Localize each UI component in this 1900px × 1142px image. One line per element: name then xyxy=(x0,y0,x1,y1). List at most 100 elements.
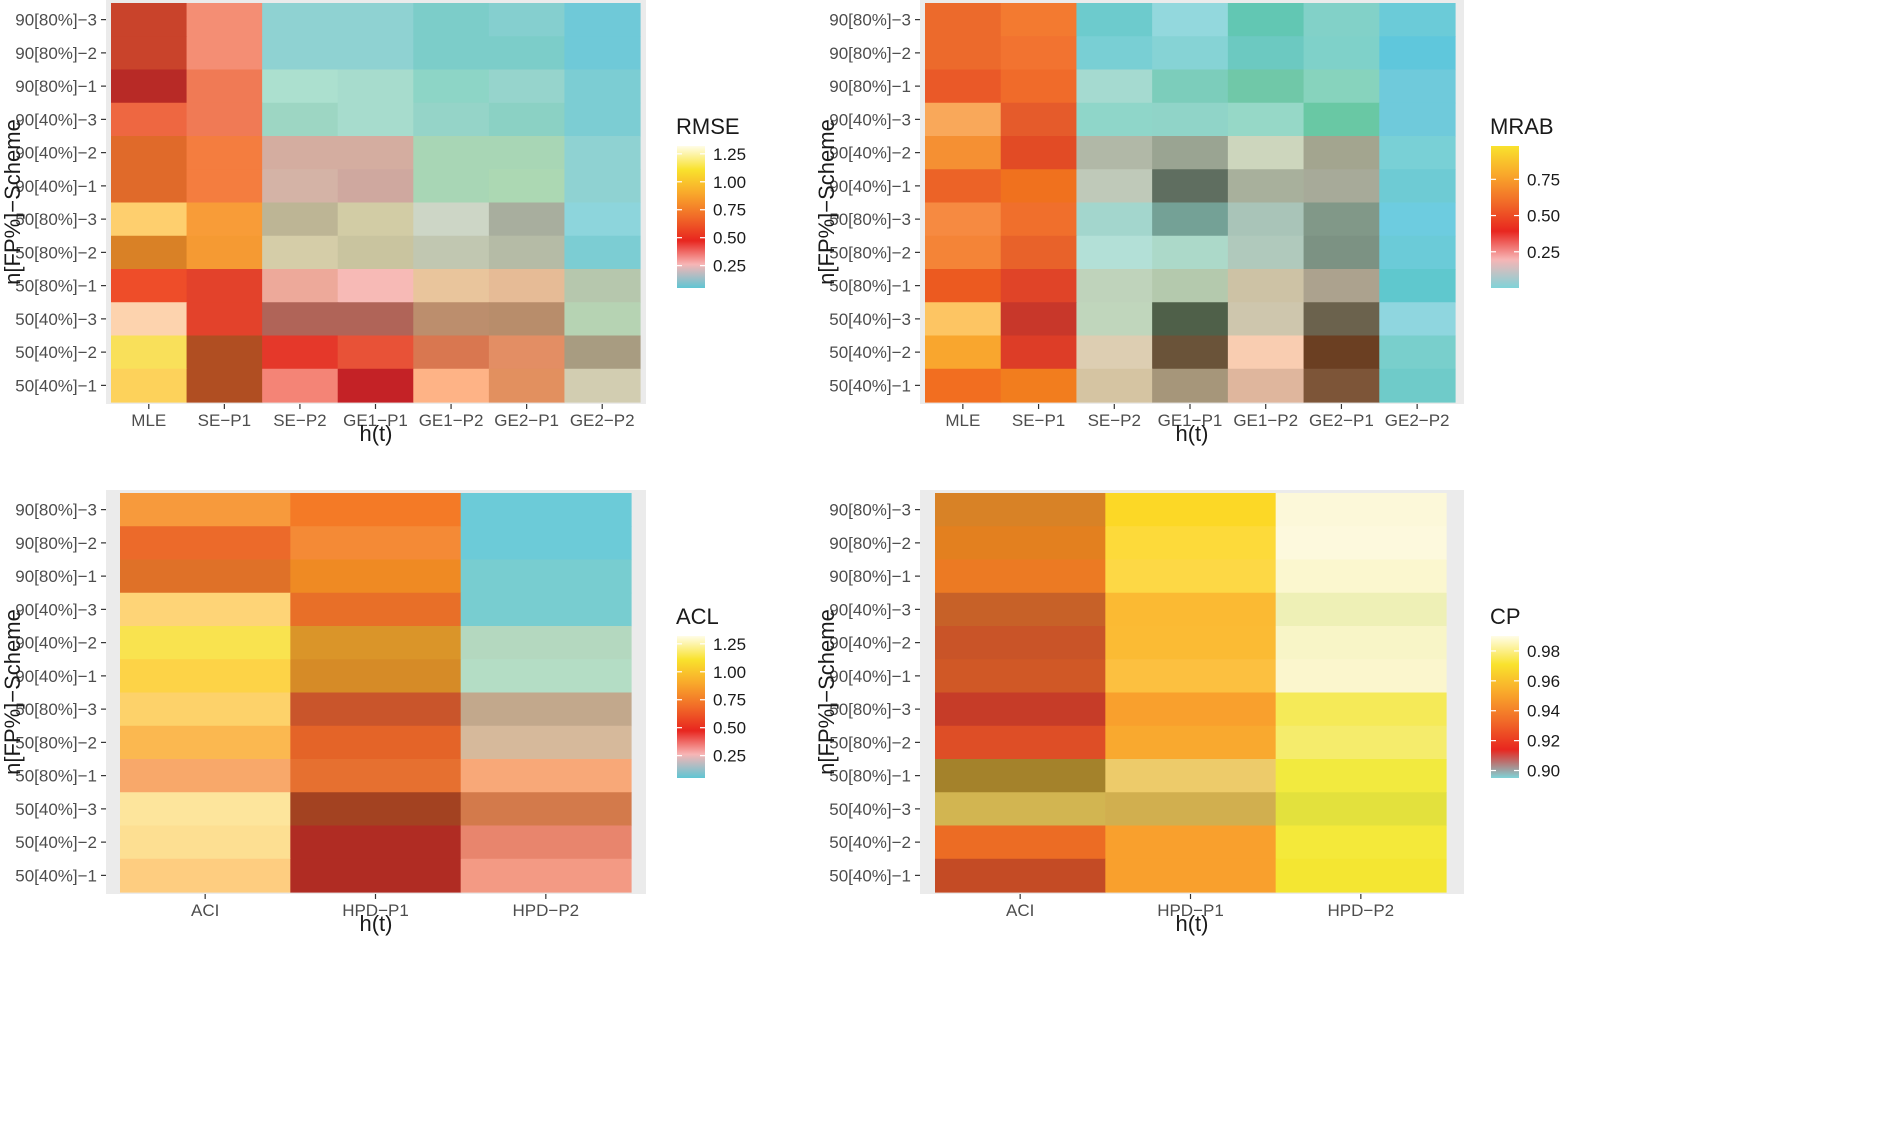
rmse-tile-r7-c4 xyxy=(413,235,490,270)
mrab-tile-r8-c5 xyxy=(1303,269,1380,303)
cp-tile-r0-c0 xyxy=(935,493,1106,527)
cp-tile-r10-c0 xyxy=(935,825,1106,860)
rmse-tile-r5-c1 xyxy=(186,169,263,204)
rmse-y-tick-label: 90[40%]−3 xyxy=(15,110,97,129)
cp-tile-r11-c0 xyxy=(935,858,1106,893)
acl-y-tick-label: 90[40%]−2 xyxy=(15,634,97,653)
rmse-tile-r5-c4 xyxy=(413,169,490,204)
mrab-tile-r3-c1 xyxy=(1000,102,1078,137)
mrab-tile-r0-c4 xyxy=(1227,3,1305,37)
rmse-x-tick-label: SE−P1 xyxy=(198,411,251,430)
mrab-tile-r11-c4 xyxy=(1227,368,1305,403)
cp-tile-r5-c1 xyxy=(1105,659,1277,694)
mrab-legend-tick-label: 0.75 xyxy=(1527,170,1560,189)
cp-tile-r11-c1 xyxy=(1105,858,1277,893)
cp-tile-r4-c0 xyxy=(935,626,1106,660)
rmse-x-tick-label: GE1−P2 xyxy=(419,411,484,430)
mrab-tile-r2-c6 xyxy=(1379,69,1456,104)
cp-y-tick-label: 50[80%]−2 xyxy=(829,733,911,752)
acl-tile-r7-c0 xyxy=(120,725,291,760)
acl-y-tick-label: 90[80%]−3 xyxy=(15,501,97,520)
mrab-tile-r5-c1 xyxy=(1000,169,1078,204)
cp-x-tick-label: HPD−P2 xyxy=(1328,901,1395,920)
rmse-tile-r2-c2 xyxy=(262,69,339,104)
rmse-legend-tick-label: 0.25 xyxy=(713,257,746,276)
cp-legend-tick-label: 0.94 xyxy=(1527,702,1560,721)
cp-y-tick-label: 90[40%]−2 xyxy=(829,634,911,653)
cp-legend-tick-label: 0.92 xyxy=(1527,732,1560,751)
rmse-heatmap-panel: 90[80%]−3 90[80%]−2 90[80%]−1 90[40%]−3 90[4… xyxy=(0,0,746,446)
mrab-tile-r4-c5 xyxy=(1303,136,1380,170)
rmse-tile-r5-c3 xyxy=(337,169,414,204)
acl-tile-r4-c1 xyxy=(290,626,462,660)
mrab-tile-r6-c4 xyxy=(1227,202,1305,237)
acl-legend-title: ACL xyxy=(676,604,719,629)
acl-tile-r5-c2 xyxy=(460,659,632,694)
cp-tile-r1-c1 xyxy=(1105,526,1277,561)
mrab-tile-r5-c3 xyxy=(1152,169,1229,204)
acl-legend-tick-label: 0.50 xyxy=(713,719,746,738)
rmse-tile-r8-c6 xyxy=(564,269,641,303)
acl-y-tick-label: 50[80%]−1 xyxy=(15,767,97,786)
cp-y-tick-label: 50[40%]−3 xyxy=(829,800,911,819)
cp-x-tick-label: HPD−P1 xyxy=(1157,901,1224,920)
rmse-y-tick-label: 90[80%]−1 xyxy=(15,77,97,96)
cp-tile-r6-c1 xyxy=(1105,692,1277,727)
mrab-tile-r11-c3 xyxy=(1152,368,1229,403)
mrab-tile-r11-c1 xyxy=(1000,368,1078,403)
rmse-tile-r9-c5 xyxy=(488,302,566,337)
mrab-tile-r4-c3 xyxy=(1152,136,1229,170)
rmse-tile-r2-c3 xyxy=(337,69,414,104)
acl-y-tick-label: 90[40%]−3 xyxy=(15,600,97,619)
mrab-y-tick-label: 50[40%]−1 xyxy=(829,376,911,395)
cp-y-tick-label: 90[80%]−3 xyxy=(829,501,911,520)
rmse-x-tick-label: GE2−P2 xyxy=(570,411,635,430)
mrab-tile-r0-c6 xyxy=(1379,3,1456,37)
rmse-tile-r4-c6 xyxy=(564,136,641,170)
rmse-tile-r6-c6 xyxy=(564,202,641,237)
rmse-tile-r4-c3 xyxy=(337,136,414,170)
mrab-tile-r9-c5 xyxy=(1303,302,1380,337)
mrab-y-tick-label: 50[80%]−3 xyxy=(829,210,911,229)
rmse-tile-r9-c0 xyxy=(111,302,188,337)
rmse-tile-r11-c2 xyxy=(262,368,339,403)
acl-tile-r9-c0 xyxy=(120,792,291,827)
rmse-tile-r5-c6 xyxy=(564,169,641,204)
mrab-tile-r4-c4 xyxy=(1227,136,1305,170)
rmse-tile-r6-c5 xyxy=(488,202,566,237)
mrab-tile-r7-c5 xyxy=(1303,235,1380,270)
rmse-y-tick-label: 50[80%]−2 xyxy=(15,243,97,262)
mrab-tile-r6-c5 xyxy=(1303,202,1380,237)
mrab-y-tick-label: 90[80%]−2 xyxy=(829,44,911,63)
mrab-tile-r0-c1 xyxy=(1000,3,1078,37)
rmse-tile-r4-c0 xyxy=(111,136,188,170)
mrab-y-tick-label: 90[80%]−1 xyxy=(829,77,911,96)
rmse-tile-r3-c3 xyxy=(337,102,414,137)
mrab-tile-r3-c6 xyxy=(1379,102,1456,137)
mrab-tile-r3-c5 xyxy=(1303,102,1380,137)
rmse-tile-r10-c3 xyxy=(337,335,414,370)
acl-tile-r2-c2 xyxy=(460,559,632,594)
rmse-x-axis-title: h(t) xyxy=(360,421,393,446)
rmse-tile-r1-c4 xyxy=(413,36,490,71)
mrab-tile-r3-c3 xyxy=(1152,102,1229,137)
rmse-tile-r6-c1 xyxy=(186,202,263,237)
acl-tile-r10-c2 xyxy=(460,825,632,860)
mrab-tile-r10-c2 xyxy=(1076,335,1153,370)
mrab-tile-r3-c2 xyxy=(1076,102,1153,137)
acl-tile-r7-c1 xyxy=(290,725,462,760)
rmse-tile-r7-c1 xyxy=(186,235,263,270)
mrab-tile-r2-c5 xyxy=(1303,69,1380,104)
rmse-tile-r2-c1 xyxy=(186,69,263,104)
rmse-tile-r7-c0 xyxy=(111,235,188,270)
mrab-tile-r1-c1 xyxy=(1000,36,1078,71)
mrab-x-tick-label: GE1−P1 xyxy=(1158,411,1223,430)
mrab-heatmap-panel: 90[80%]−3 90[80%]−2 90[80%]−1 90[40%]−3 90[4… xyxy=(814,0,1560,446)
rmse-tile-r6-c2 xyxy=(262,202,339,237)
rmse-legend-tick-label: 0.75 xyxy=(713,201,746,220)
cp-tile-r1-c0 xyxy=(935,526,1106,561)
mrab-tile-r2-c1 xyxy=(1000,69,1078,104)
cp-tile-r8-c1 xyxy=(1105,759,1277,793)
rmse-tile-r11-c1 xyxy=(186,368,263,403)
mrab-x-tick-label: GE2−P2 xyxy=(1385,411,1450,430)
